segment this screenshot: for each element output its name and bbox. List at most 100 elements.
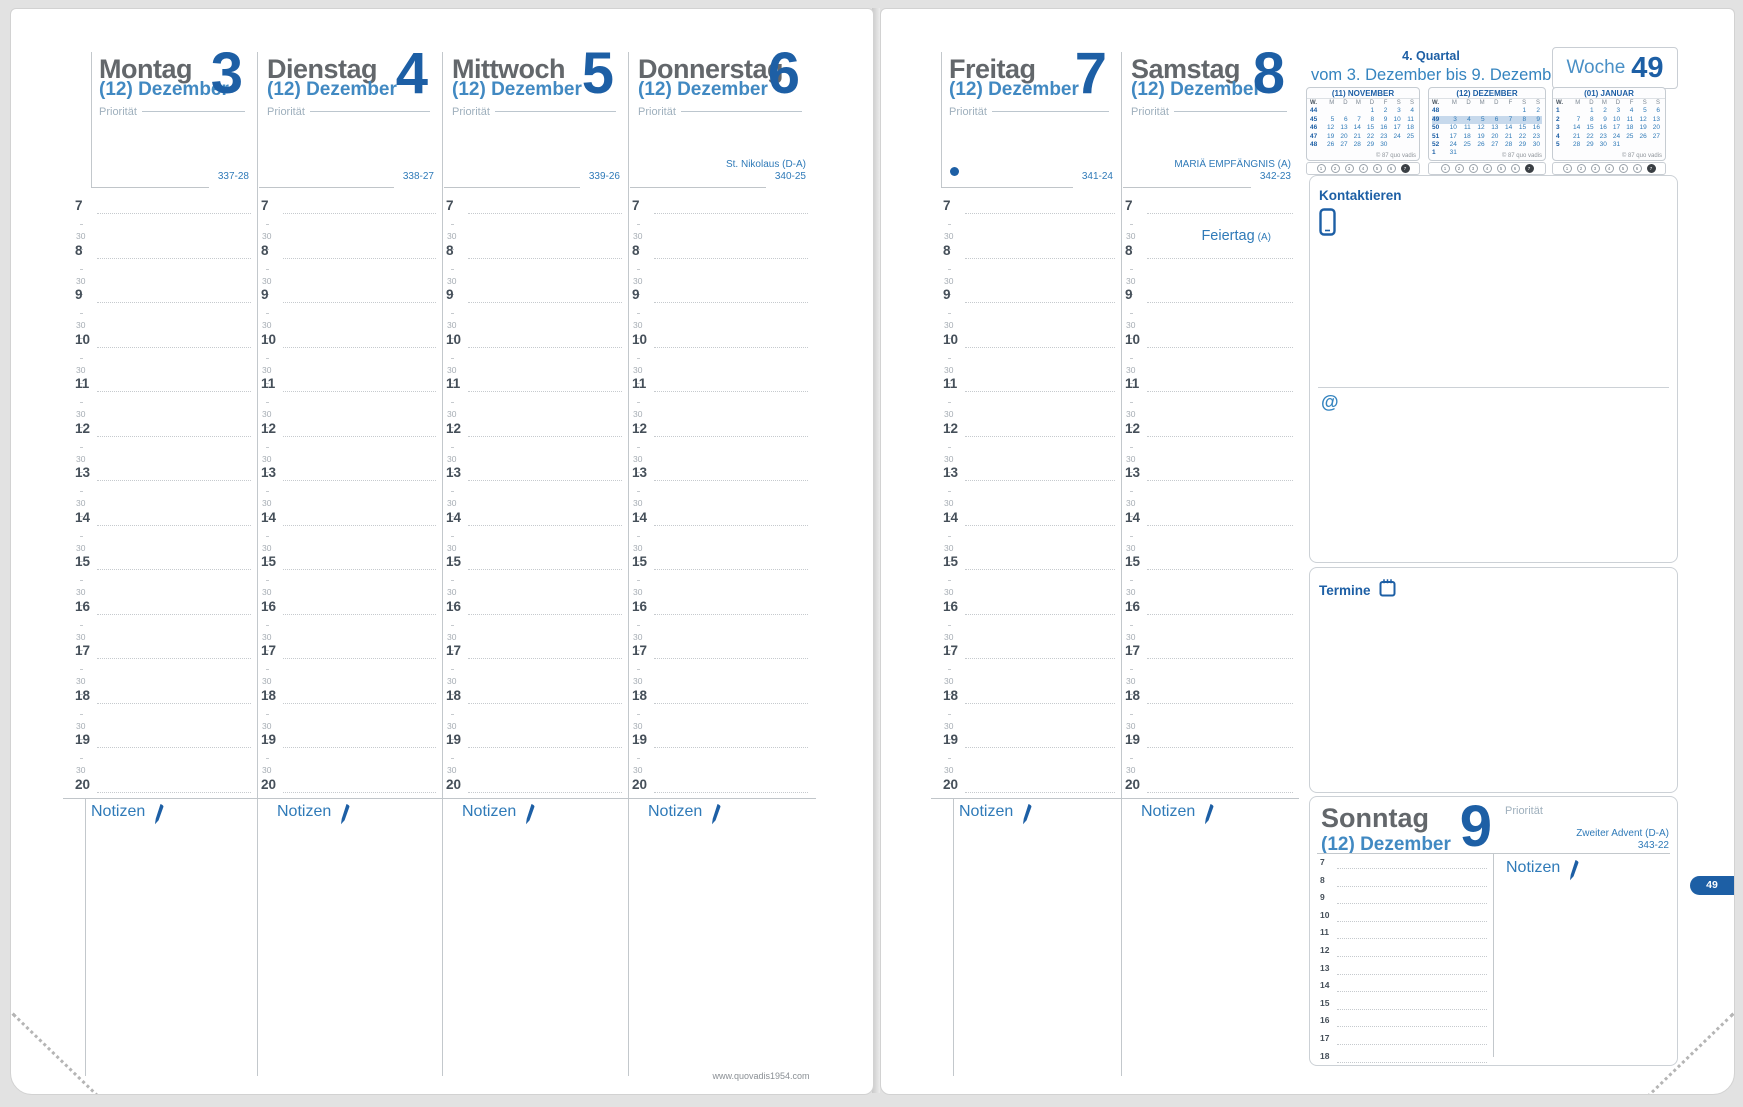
pager-dot: 1 bbox=[1316, 164, 1326, 173]
hour-label: 7 bbox=[75, 198, 83, 213]
half-hour-label: 30 bbox=[1126, 320, 1136, 330]
hour-label: 15 bbox=[75, 554, 91, 569]
notes-label: Notizen bbox=[648, 803, 721, 830]
quarter-tick bbox=[80, 224, 83, 225]
calendar-day-cell: 13 bbox=[1340, 124, 1348, 132]
hour-label: 13 bbox=[1320, 962, 1330, 973]
hour-label: 12 bbox=[1320, 945, 1330, 955]
calendar-day-cell: 19 bbox=[1639, 124, 1647, 132]
calendar-day-cell: 29 bbox=[1586, 140, 1594, 148]
day-date-label: (12) Dezember bbox=[1131, 79, 1261, 100]
hour-label: 12 bbox=[261, 420, 277, 436]
quarter-tick bbox=[80, 649, 83, 651]
day-code: 341-24 bbox=[1081, 171, 1113, 182]
quarter-tick bbox=[80, 402, 83, 403]
calendar-day-cell: 7 bbox=[1500, 115, 1515, 125]
day-code: 340-25 bbox=[774, 171, 806, 182]
quarter-tick bbox=[1130, 516, 1133, 517]
quarter-tick bbox=[451, 624, 454, 626]
half-hour-label: 30 bbox=[633, 587, 643, 597]
priority-line bbox=[680, 111, 802, 112]
calendar-grid: W. M D M D F S S 1 1 2 3 4 5 6 2 7 8 9 10 11 12 13 3 14 15 16 17 18 1… bbox=[1553, 99, 1665, 149]
quarter-tick bbox=[637, 491, 640, 492]
quarter-tick bbox=[266, 535, 269, 537]
hour-label: 12 bbox=[446, 420, 462, 436]
notes-text: Notizen bbox=[959, 803, 1014, 820]
hour-label: 15 bbox=[1125, 554, 1141, 569]
hour-label: 15 bbox=[261, 554, 277, 569]
quarter-tick bbox=[948, 758, 951, 759]
quarter-tick bbox=[637, 446, 640, 448]
quarter-tick bbox=[1130, 402, 1133, 403]
calendar-day-cell: 27 bbox=[1652, 132, 1660, 140]
quarter-tick bbox=[637, 357, 640, 359]
calendar-day-cell: 7 bbox=[1357, 115, 1361, 123]
notes-text: Notizen bbox=[1141, 803, 1196, 820]
calendar-day-cell: 6 bbox=[1486, 115, 1501, 125]
calendar-dow-cell: M bbox=[1329, 100, 1335, 106]
hour-line bbox=[965, 702, 1115, 704]
half-hour-label: 30 bbox=[1126, 275, 1136, 286]
half-hour-label: 30 bbox=[76, 720, 86, 731]
half-hour-label: 30 bbox=[447, 542, 457, 553]
hour-label: 13 bbox=[1125, 465, 1141, 480]
calendar-day-cell: 5 bbox=[1643, 107, 1647, 115]
calendar-day-cell: 16 bbox=[1599, 124, 1607, 132]
hour-label: 12 bbox=[943, 420, 959, 436]
half-hour-label: 30 bbox=[1126, 587, 1136, 597]
calendar-day-cell: 13 bbox=[1491, 124, 1499, 132]
half-hour-label: 30 bbox=[447, 498, 457, 508]
quarter-tick bbox=[1130, 738, 1133, 740]
half-hour-label: 30 bbox=[447, 765, 457, 775]
quarter-tick bbox=[80, 516, 83, 517]
priority-row: Priorität bbox=[1131, 106, 1287, 118]
holiday-note-text: Feiertag bbox=[1201, 228, 1255, 244]
day-name: Montag bbox=[99, 54, 192, 84]
hour-label: 13 bbox=[446, 465, 462, 480]
calendar-day-cell: 9 bbox=[1383, 115, 1388, 123]
quarter-tick bbox=[1130, 293, 1133, 295]
half-hour-label: 30 bbox=[944, 631, 954, 642]
hour-label: 20 bbox=[1125, 776, 1141, 792]
hour-line bbox=[468, 391, 622, 392]
notes-label: Notizen bbox=[1141, 803, 1214, 830]
quarter-tick bbox=[948, 491, 951, 492]
quarter-tick bbox=[80, 357, 83, 359]
quarter-tick bbox=[1130, 427, 1133, 428]
hour-label: 17 bbox=[446, 643, 462, 658]
day-date-label: (12) Dezember bbox=[452, 79, 582, 100]
quarter-tick bbox=[637, 783, 640, 784]
day-date-label: (12) Dezember bbox=[949, 79, 1079, 100]
quarter-tick bbox=[1130, 446, 1133, 448]
calendar-day-cell: 6 bbox=[1343, 115, 1348, 123]
phone-icon bbox=[1319, 208, 1336, 241]
calendar-day-cell: 10 bbox=[1612, 115, 1621, 123]
half-hour-label: 30 bbox=[262, 720, 272, 731]
quarter-tick bbox=[266, 580, 269, 581]
pager-dot: 2 bbox=[1330, 164, 1340, 173]
half-hour-label: 30 bbox=[76, 275, 86, 286]
priority-label: Priorität bbox=[452, 106, 490, 118]
quarter-tick bbox=[451, 758, 454, 759]
calendar-day-cell: 8 bbox=[1370, 115, 1375, 123]
priority-label: Priorität bbox=[267, 106, 305, 118]
hour-label: 11 bbox=[632, 376, 647, 391]
calendar-dow-cell: F bbox=[1383, 100, 1388, 106]
quarter-tick bbox=[266, 624, 269, 626]
hour-line bbox=[468, 346, 622, 348]
calendar-dow-cell: D bbox=[1466, 100, 1471, 106]
pager-dot: 7 bbox=[1646, 164, 1656, 173]
calendar-day-cell: 18 bbox=[1406, 124, 1414, 132]
calendar-day-cell: 19 bbox=[1477, 132, 1485, 140]
hour-line bbox=[965, 480, 1115, 481]
hour-label: 17 bbox=[1320, 1033, 1330, 1043]
half-hour-label: 30 bbox=[262, 676, 272, 686]
pen-icon bbox=[153, 804, 164, 830]
quarter-tick bbox=[80, 624, 83, 626]
hour-label: 16 bbox=[75, 598, 91, 614]
quarter-tick bbox=[266, 249, 269, 250]
hour-line bbox=[654, 302, 808, 303]
calendar-day-cell: 2 bbox=[1383, 107, 1388, 115]
calendar-day-cell: 3 bbox=[1445, 115, 1459, 125]
hour-line bbox=[1337, 1044, 1487, 1045]
